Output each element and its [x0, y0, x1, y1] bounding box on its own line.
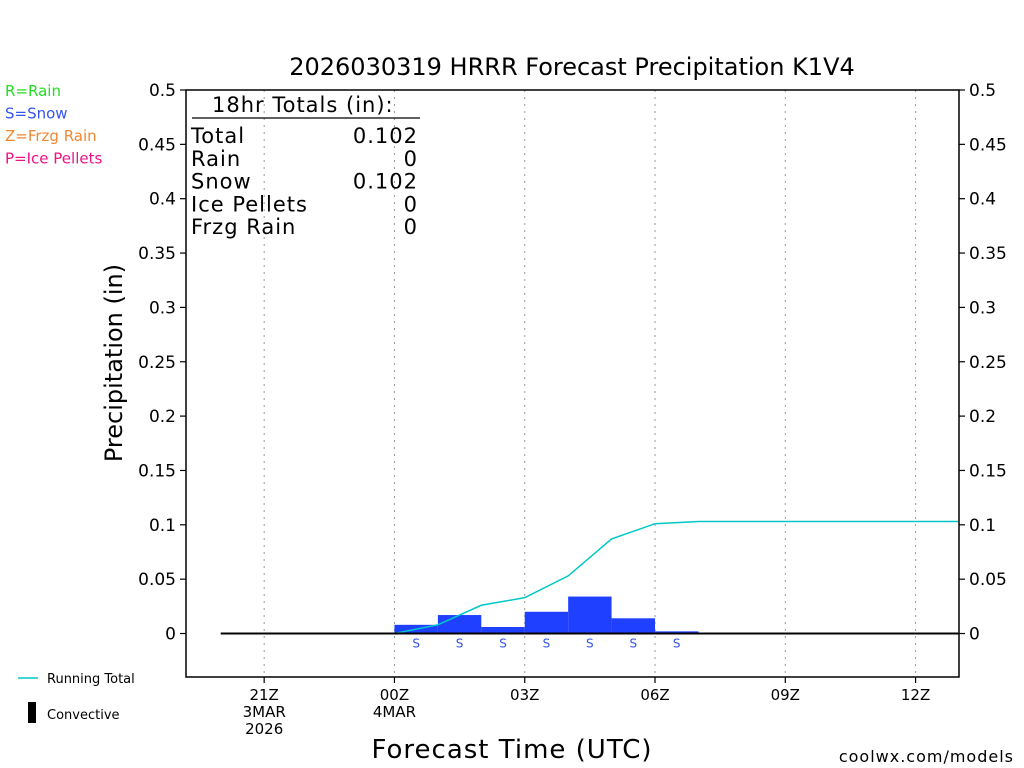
precip-type-marker: S [412, 637, 420, 651]
x-tick-label: 2026 [245, 720, 283, 738]
precip-legend-item: Z=Frzg Rain [5, 127, 97, 145]
credit-text: coolwx.com/models [839, 747, 1014, 766]
x-tick-label: 03Z [510, 686, 539, 704]
y-tick-label-right: 0 [969, 625, 980, 645]
y-tick-label-left: 0.2 [149, 407, 176, 427]
x-tick-label: 06Z [640, 686, 669, 704]
totals-row-label: Frzg Rain [191, 215, 296, 239]
y-tick-label-left: 0.3 [149, 298, 176, 318]
x-tick-label: 12Z [901, 686, 930, 704]
precip-type-marker: S [499, 637, 507, 651]
x-tick-label: 09Z [771, 686, 800, 704]
y-tick-label-right: 0.3 [969, 298, 996, 318]
y-tick-label-right: 0.25 [969, 353, 1007, 373]
precip-type-marker: S [629, 637, 637, 651]
totals-row-label: Total [190, 124, 245, 148]
running-total-label: Running Total [47, 672, 135, 687]
totals-row-label: Ice Pellets [191, 192, 308, 216]
y-tick-label-left: 0.5 [149, 81, 176, 101]
chart-title: 2026030319 HRRR Forecast Precipitation K… [289, 53, 855, 81]
bottom-legend: Running Total Convective [18, 672, 135, 723]
totals-row-value: 0.102 [353, 170, 418, 194]
snow-bar [655, 631, 699, 634]
totals-row-value: 0 [404, 215, 418, 239]
totals-row-value: 0 [404, 192, 418, 216]
y-tick-label-right: 0.1 [969, 516, 996, 536]
y-tick-label-left: 0 [165, 625, 176, 645]
x-tick-label: 3MAR [243, 703, 286, 721]
totals-box: 18hr Totals (in): Total 0.102 Rain 0 Snow 0.1… [190, 93, 420, 239]
precip-legend-item: R=Rain [5, 82, 61, 100]
snow-bar [568, 596, 612, 634]
plot-frame [185, 89, 960, 678]
precip-legend-item: P=Ice Pellets [5, 150, 102, 168]
precip-type-marker: S [586, 637, 594, 651]
totals-row-label: Snow [191, 170, 252, 194]
snow-bar [524, 611, 569, 634]
x-tick-label: 00Z [380, 686, 409, 704]
y-tick-label-right: 0.05 [969, 570, 1007, 590]
y-axis-label: Precipitation (in) [100, 264, 128, 462]
x-axis-label: Forecast Time (UTC) [371, 735, 652, 765]
y-tick-label-right: 0.45 [969, 135, 1007, 155]
totals-row-value: 0 [404, 147, 418, 171]
line-series [220, 520, 959, 635]
y-tick-label-left: 0.25 [138, 353, 176, 373]
y-tick-label-left: 0.1 [149, 516, 176, 536]
snow-bar [481, 626, 525, 634]
y-tick-label-left: 0.05 [138, 570, 176, 590]
y-tick-label-right: 0.35 [969, 244, 1007, 264]
convective-label: Convective [47, 708, 120, 723]
precip-type-marker: S [543, 637, 551, 651]
convective-swatch [28, 702, 36, 723]
y-tick-label-left: 0.35 [138, 244, 176, 264]
x-tick-label: 21Z [249, 686, 278, 704]
totals-row-value: 0.102 [353, 124, 418, 148]
y-tick-label-left: 0.4 [149, 190, 176, 210]
precip-type-marker: S [456, 637, 464, 651]
y-tick-label-right: 0.15 [969, 461, 1007, 481]
snow-bar [611, 618, 656, 634]
y-tick-label-right: 0.5 [969, 81, 996, 101]
x-tick-label: 4MAR [373, 703, 416, 721]
totals-row-label: Rain [191, 147, 241, 171]
precip-legend-item: S=Snow [5, 105, 68, 123]
y-tick-label-right: 0.2 [969, 407, 996, 427]
y-tick-label-left: 0.45 [138, 135, 176, 155]
y-tick-label-right: 0.4 [969, 190, 996, 210]
precip-type-marker: S [673, 637, 681, 651]
snow-bar [437, 615, 482, 634]
y-axis-ticks: 0 00.05 0.050.1 0.10.15 0.150.2 0.20.25 0.250.… [138, 81, 1007, 645]
bar-series [394, 596, 699, 634]
y-tick-label-left: 0.15 [138, 461, 176, 481]
totals-header: 18hr Totals (in): [212, 93, 394, 117]
precip-type-legend: R=Rain S=Snow Z=Frzg Rain P=Ice Pellets [5, 82, 102, 168]
